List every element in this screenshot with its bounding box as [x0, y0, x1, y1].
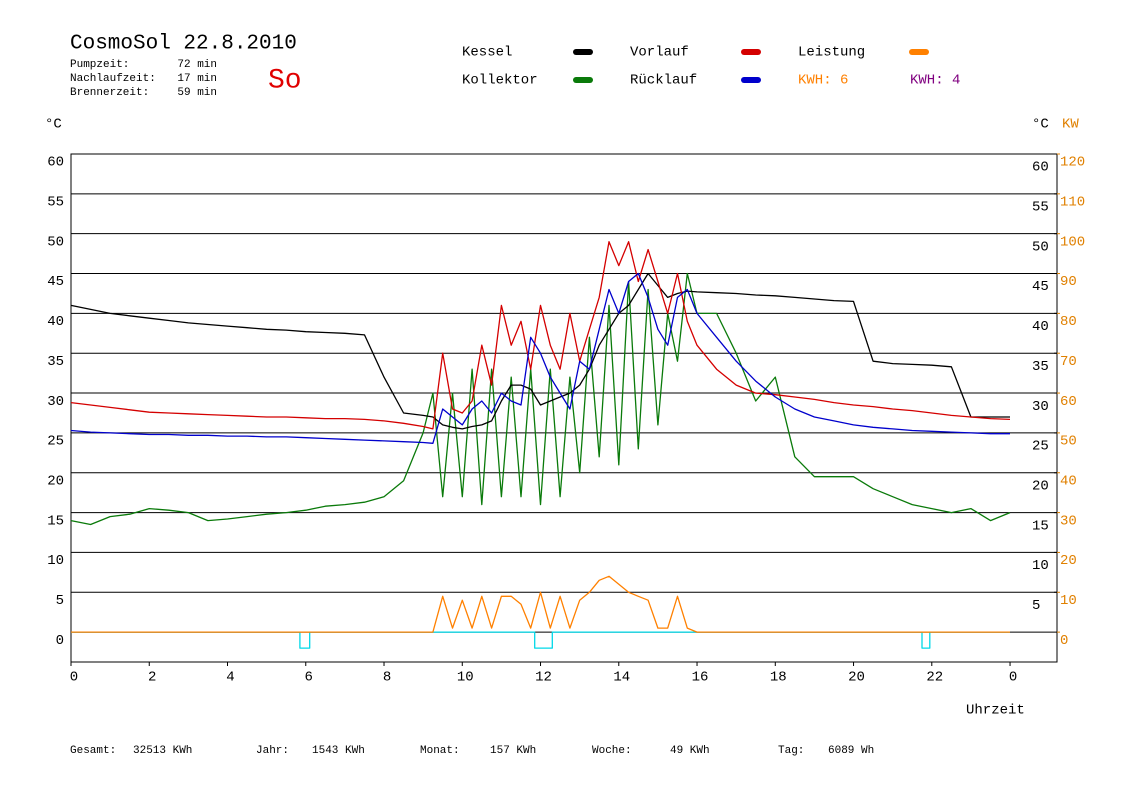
y-right-tick-label: 35 — [1032, 359, 1049, 375]
y-right-tick-label: 40 — [1032, 319, 1049, 335]
y-tick-label: 15 — [47, 513, 64, 529]
y-tick-label: 20 — [47, 473, 64, 489]
y-right-tick-label: 30 — [1032, 399, 1049, 415]
legend-label: Kollektor — [462, 73, 538, 89]
series-line — [70, 272, 1010, 444]
footer-label: Woche: — [592, 745, 632, 757]
x-tick-label: 20 — [848, 670, 865, 686]
y-right-tick-label: 45 — [1032, 279, 1049, 295]
footer-label: Monat: — [420, 745, 460, 757]
y2-axis-label: KW — [1062, 117, 1079, 133]
y2-tick-label: 40 — [1060, 473, 1077, 489]
y-right-tick-label: 10 — [1032, 558, 1049, 574]
y2-tick-label: 0 — [1060, 633, 1068, 649]
footer-label: Tag: — [778, 745, 804, 757]
y2-tick-label: 60 — [1060, 394, 1077, 410]
footer-value: 1543 KWh — [312, 745, 365, 757]
y-tick-label: 35 — [47, 354, 64, 370]
x-tick-label: 0 — [70, 670, 78, 686]
legend-label: Vorlauf — [630, 45, 689, 61]
y-tick-label: 5 — [56, 593, 64, 609]
footer-value: 157 KWh — [490, 745, 536, 757]
x-tick-label: 16 — [692, 670, 709, 686]
y-tick-label: 0 — [56, 633, 64, 649]
series-line — [70, 272, 1010, 430]
x-axis-label: Uhrzeit — [966, 703, 1025, 719]
y2-tick-label: 50 — [1060, 434, 1077, 450]
footer-value: 6089 Wh — [828, 745, 874, 757]
y2-tick-label: 90 — [1060, 274, 1077, 290]
legend-label: Rücklauf — [630, 73, 697, 89]
day-badge: So — [268, 65, 302, 96]
info-label: Nachlaufzeit: — [70, 73, 156, 85]
footer-label: Jahr: — [256, 745, 289, 757]
y2-tick-label: 10 — [1060, 593, 1077, 609]
x-tick-label: 2 — [148, 670, 156, 686]
y2-tick-label: 80 — [1060, 314, 1077, 330]
x-tick-label: 22 — [926, 670, 943, 686]
info-value: 17 min — [177, 73, 217, 85]
x-tick-label: 6 — [305, 670, 313, 686]
y-right-tick-label: 50 — [1032, 239, 1049, 255]
footer-value: 32513 KWh — [133, 745, 192, 757]
y-tick-label: 30 — [47, 394, 64, 410]
y-right-tick-label: 55 — [1032, 200, 1049, 216]
series-line — [71, 631, 1010, 649]
legend-label: Kessel — [462, 45, 512, 61]
kwh-label: KWH: 6 — [798, 73, 848, 89]
footer-label: Gesamt: — [70, 745, 116, 757]
series-line — [70, 272, 1011, 526]
x-tick-label: 10 — [457, 670, 474, 686]
chart-title: CosmoSol 22.8.2010 — [70, 33, 297, 56]
x-tick-label: 18 — [770, 670, 787, 686]
series-line — [71, 575, 1010, 633]
x-tick-label: 12 — [535, 670, 552, 686]
y2-tick-label: 20 — [1060, 553, 1077, 569]
y-tick-label: 40 — [47, 314, 64, 330]
legend-label: Leistung — [798, 45, 865, 61]
y-tick-label: 60 — [47, 155, 64, 171]
y-right-tick-label: 15 — [1032, 518, 1049, 534]
y2-tick-label: 30 — [1060, 513, 1077, 529]
y2-tick-label: 120 — [1060, 155, 1085, 171]
y-right-tick-label: 25 — [1032, 439, 1049, 455]
y-tick-label: 50 — [47, 234, 64, 250]
x-tick-label: 4 — [226, 670, 234, 686]
series-line — [70, 241, 1011, 430]
info-value: 59 min — [177, 87, 217, 99]
y2-tick-label: 110 — [1060, 195, 1085, 211]
y-right-tick-label: 20 — [1032, 478, 1049, 494]
y2-tick-label: 100 — [1060, 234, 1085, 250]
footer-value: 49 KWh — [670, 745, 710, 757]
y-right-axis-label: °C — [1032, 117, 1049, 133]
y-axis-label: °C — [45, 117, 62, 133]
info-label: Brennerzeit: — [70, 87, 149, 99]
y-tick-label: 55 — [47, 195, 64, 211]
info-value: 72 min — [177, 59, 217, 71]
kwh-label: KWH: 4 — [910, 73, 960, 89]
x-tick-label: 8 — [383, 670, 391, 686]
y-right-tick-label: 5 — [1032, 598, 1040, 614]
y2-tick-label: 70 — [1060, 354, 1077, 370]
x-tick-label: 14 — [613, 670, 630, 686]
y-tick-label: 45 — [47, 274, 64, 290]
y-tick-label: 10 — [47, 553, 64, 569]
y-right-tick-label: 60 — [1032, 160, 1049, 176]
info-label: Pumpzeit: — [70, 59, 129, 71]
y-tick-label: 25 — [47, 434, 64, 450]
x-tick-label: 0 — [1009, 670, 1017, 686]
